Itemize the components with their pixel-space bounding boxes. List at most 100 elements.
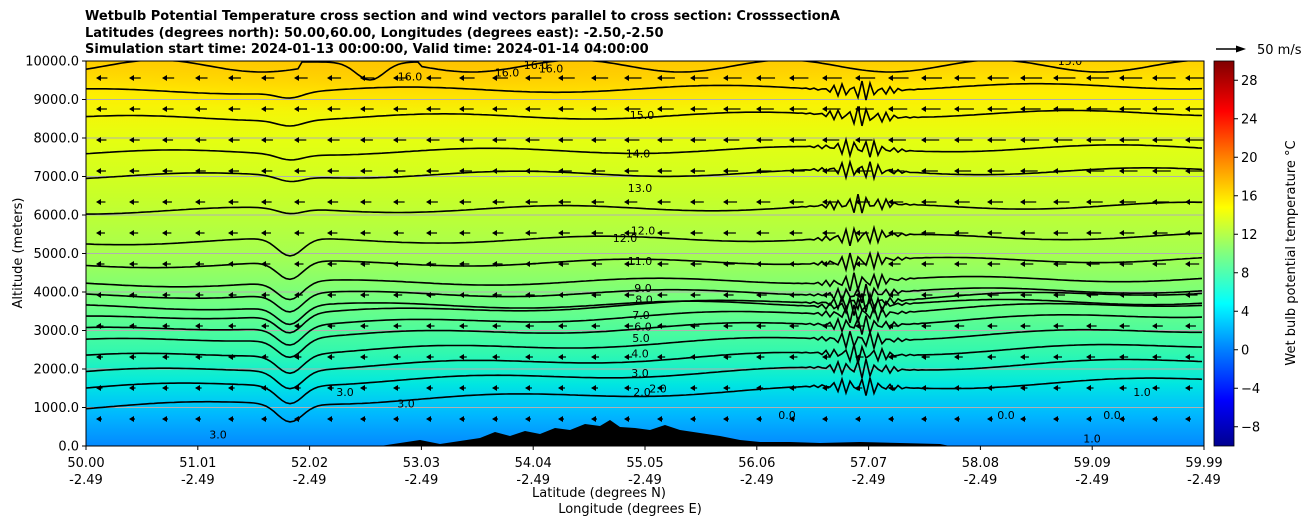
wind-arrowhead	[624, 137, 629, 143]
wind-arrowhead	[459, 354, 464, 360]
wind-arrowhead	[294, 354, 299, 360]
wind-arrowhead	[1152, 323, 1157, 329]
x-axis-label: Latitude (degrees N)	[532, 486, 666, 501]
wind-arrowhead	[723, 137, 728, 143]
wind-arrowhead	[1152, 385, 1157, 391]
wind-arrowhead	[888, 323, 893, 329]
wind-arrowhead	[723, 106, 728, 112]
wind-arrowhead	[921, 199, 926, 205]
wind-arrowhead	[360, 75, 365, 81]
wind-arrowhead	[261, 261, 266, 267]
wind-arrowhead	[855, 137, 860, 143]
wind-arrowhead	[492, 75, 497, 81]
wind-arrowhead	[129, 106, 134, 112]
colorbar-label: Wet bulb potential temperature °C	[1284, 140, 1299, 365]
contour-label: 12.0	[613, 232, 638, 245]
wind-arrowhead	[1185, 230, 1190, 236]
wind-arrowhead	[954, 385, 959, 391]
wind-arrowhead	[954, 75, 959, 81]
wind-arrowhead	[426, 354, 431, 360]
wind-arrowhead	[1020, 292, 1025, 298]
contour-line	[86, 283, 1203, 313]
wind-arrowhead	[525, 385, 530, 391]
wind-arrowhead	[1185, 137, 1190, 143]
wind-arrowhead	[228, 354, 233, 360]
wind-arrowhead	[1119, 230, 1124, 236]
wind-arrowhead	[723, 354, 728, 360]
wind-arrowhead	[1053, 106, 1058, 112]
contour-label: 11.0	[628, 255, 653, 268]
y-tick-label: 9000.0	[34, 93, 80, 108]
wind-arrowhead	[426, 168, 431, 174]
wind-arrowhead	[1086, 199, 1091, 205]
wind-arrowhead	[228, 137, 233, 143]
wind-arrowhead	[558, 292, 563, 298]
y-tick-label: 7000.0	[34, 170, 80, 185]
wind-arrowhead	[723, 292, 728, 298]
wind-arrowhead	[822, 354, 827, 360]
x-tick-label-lat: 52.02	[291, 456, 328, 471]
wind-arrowhead	[921, 323, 926, 329]
wind-arrowhead	[492, 137, 497, 143]
wind-arrowhead	[459, 230, 464, 236]
wind-arrowhead	[1053, 385, 1058, 391]
colorbar-tick-label: 20	[1241, 151, 1258, 166]
wind-arrowhead	[723, 199, 728, 205]
wind-arrowhead	[1086, 261, 1091, 267]
wind-arrowhead	[855, 292, 860, 298]
wind-arrowhead	[96, 354, 101, 360]
wind-arrowhead	[822, 385, 827, 391]
wind-arrowhead	[1020, 75, 1025, 81]
vector-key: 50 m/s	[1216, 43, 1302, 58]
x-tick-label-lat: 57.07	[850, 456, 887, 471]
wind-arrowhead	[1053, 230, 1058, 236]
wind-arrowhead	[525, 261, 530, 267]
wind-arrowhead	[360, 199, 365, 205]
wind-arrowhead	[591, 385, 596, 391]
wind-arrowhead	[657, 261, 662, 267]
x-axis-label-2: Longitude (degrees E)	[558, 502, 702, 517]
wind-arrowhead	[294, 199, 299, 205]
wind-arrowhead	[921, 416, 926, 422]
wind-arrowhead	[954, 137, 959, 143]
wind-arrowhead	[327, 323, 332, 329]
wind-arrowhead	[855, 323, 860, 329]
wind-arrowhead	[129, 292, 134, 298]
x-tick-label-lat: 58.08	[962, 456, 999, 471]
wind-arrowhead	[1086, 230, 1091, 236]
wind-arrowhead	[558, 199, 563, 205]
wind-arrowhead	[129, 385, 134, 391]
wind-arrowhead	[756, 416, 761, 422]
wind-arrowhead	[1185, 168, 1190, 174]
wind-arrowhead	[1119, 385, 1124, 391]
wind-arrowhead	[987, 230, 992, 236]
wind-arrowhead	[624, 385, 629, 391]
wind-arrowhead	[327, 230, 332, 236]
wind-arrowhead	[822, 137, 827, 143]
wind-arrowhead	[195, 168, 200, 174]
contour-line	[86, 291, 1203, 334]
wind-arrowhead	[987, 199, 992, 205]
wind-arrowhead	[1020, 385, 1025, 391]
wind-arrowhead	[327, 261, 332, 267]
wind-arrowhead	[195, 137, 200, 143]
wind-arrowhead	[789, 323, 794, 329]
wind-arrowhead	[789, 416, 794, 422]
wind-arrowhead	[261, 168, 266, 174]
wind-arrowhead	[690, 230, 695, 236]
wind-arrowhead	[789, 137, 794, 143]
wind-arrowhead	[492, 292, 497, 298]
wind-arrowhead	[756, 137, 761, 143]
contour-label: 1.0	[1083, 432, 1101, 445]
wind-arrowhead	[690, 137, 695, 143]
wind-arrowhead	[261, 199, 266, 205]
wind-arrowhead	[162, 385, 167, 391]
wind-arrowhead	[1086, 416, 1091, 422]
wind-arrowhead	[1119, 261, 1124, 267]
wind-arrowhead	[591, 354, 596, 360]
x-tick-label-lat: 55.05	[626, 456, 663, 471]
wind-vectors	[96, 75, 1204, 422]
wind-arrowhead	[327, 75, 332, 81]
wind-arrowhead	[558, 261, 563, 267]
